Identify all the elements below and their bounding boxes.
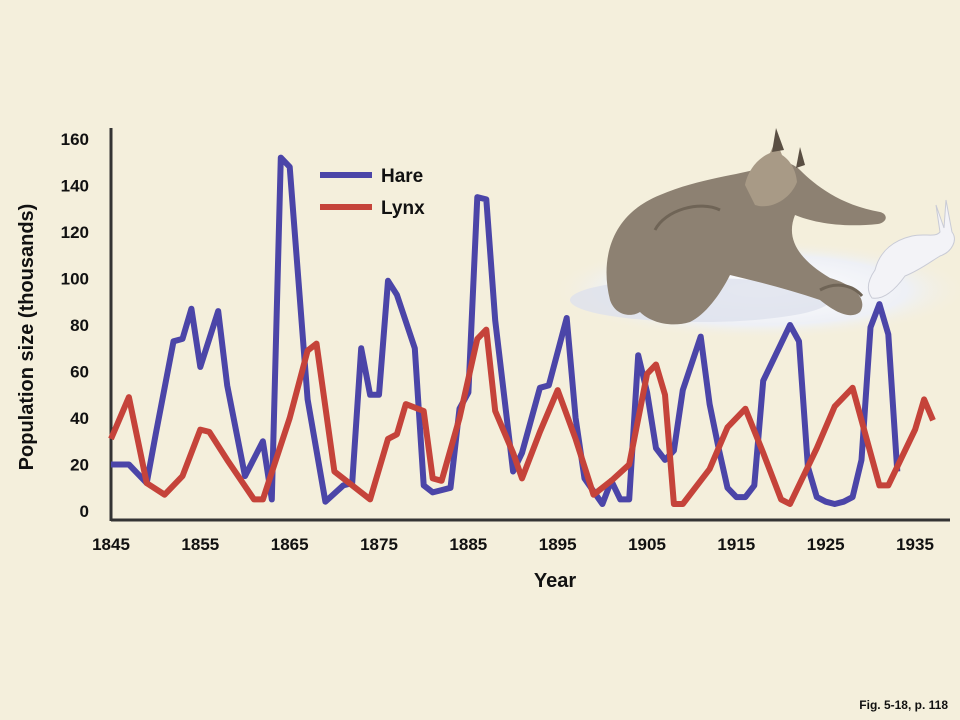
x-tick-label: 1905 — [628, 535, 666, 554]
y-tick-label: 140 — [61, 177, 89, 196]
y-tick-labels: 0 20 40 60 80 100 120 140 160 — [61, 130, 89, 521]
y-axis-title: Population size (thousands) — [16, 204, 38, 471]
y-tick-label: 20 — [70, 456, 89, 475]
x-tick-label: 1855 — [181, 535, 219, 554]
axes — [109, 128, 950, 522]
x-tick-label: 1885 — [449, 535, 487, 554]
y-tick-label: 0 — [80, 502, 89, 521]
legend-lynx-label: Lynx — [381, 198, 425, 219]
y-tick-label: 160 — [61, 130, 89, 149]
y-tick-label: 60 — [70, 363, 89, 382]
x-tick-label: 1875 — [360, 535, 398, 554]
y-tick-label: 40 — [70, 409, 89, 428]
x-tick-label: 1865 — [271, 535, 309, 554]
lynx-hare-illustration — [550, 128, 960, 340]
x-tick-label: 1935 — [896, 535, 934, 554]
series-layer — [108, 154, 936, 507]
x-tick-label: 1915 — [717, 535, 755, 554]
x-tick-label: 1845 — [92, 535, 130, 554]
x-tick-label: 1925 — [807, 535, 845, 554]
series-line-lynx — [108, 326, 936, 507]
legend-hare-label: Hare — [381, 166, 423, 187]
figure-caption: Fig. 5-18, p. 118 — [859, 698, 948, 712]
x-tick-labels: 1845 1855 1865 1875 1885 1895 1905 1915 1925 1935 — [92, 535, 934, 554]
y-tick-label: 120 — [61, 223, 89, 242]
y-tick-label: 100 — [61, 270, 89, 289]
series-line-hare — [111, 154, 901, 507]
x-tick-label: 1895 — [539, 535, 577, 554]
y-tick-label: 80 — [70, 316, 89, 335]
x-axis-title: Year — [534, 570, 576, 592]
legend: Hare Lynx — [320, 166, 425, 219]
